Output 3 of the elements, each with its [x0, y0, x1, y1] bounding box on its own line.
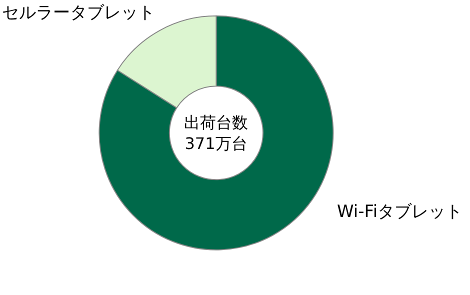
slice-label: Wi-Fiタブレット — [337, 202, 463, 222]
slice-label: セルラータブレット — [2, 3, 155, 23]
text: 出荷台数 371万台 — [184, 113, 248, 153]
